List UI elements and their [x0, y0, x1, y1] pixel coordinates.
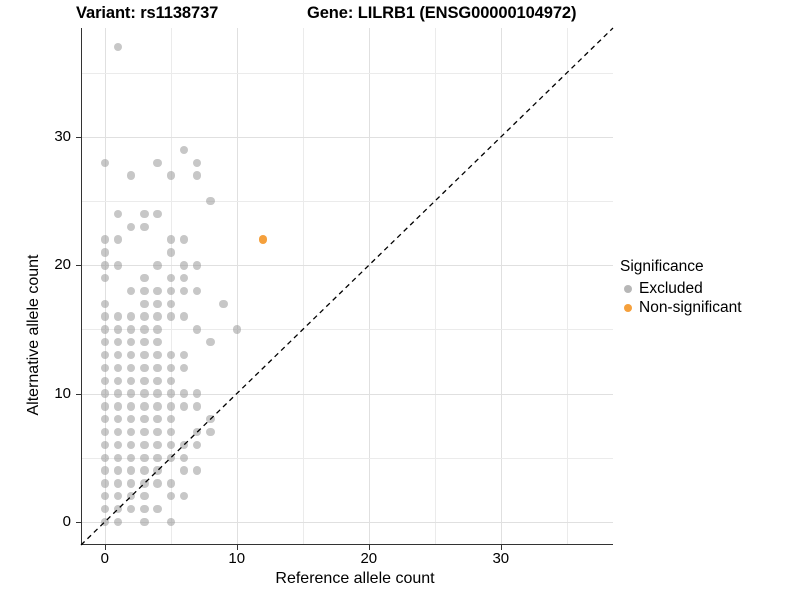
gridline-vertical [104, 28, 106, 545]
x-axis-tick [104, 545, 106, 550]
x-axis-title: Reference allele count [275, 570, 435, 587]
variant-title: Variant: rs1138737 [76, 4, 219, 22]
reference-line-abline [80, 27, 614, 546]
gridline-vertical [302, 28, 304, 545]
gridline-horizontal [81, 521, 613, 523]
plot-panel: 0 10 20 30 0 10 20 30 [54, 27, 614, 567]
y-axis-tick [76, 393, 81, 395]
legend-title: Significance [620, 258, 704, 275]
y-axis-title: Alternative allele count [25, 254, 42, 416]
axis-line-x [81, 544, 613, 545]
legend-key-icon [620, 298, 636, 317]
x-axis-tick [500, 545, 502, 550]
legend-items: Excluded Non-significant [620, 279, 795, 317]
gridline-vertical [170, 28, 172, 545]
gridline-horizontal [81, 201, 613, 203]
y-axis-tick-label: 20 [54, 256, 71, 274]
gridline-horizontal [81, 72, 613, 74]
x-axis-tick-label: 0 [100, 550, 109, 567]
gridline-horizontal [81, 329, 613, 331]
gridline-horizontal [81, 393, 613, 395]
x-axis-tick [236, 545, 238, 550]
y-axis-tick-label: 0 [62, 512, 71, 530]
legend-dot-icon [624, 284, 632, 293]
legend-item-label: Excluded [639, 279, 703, 297]
legend-dot-icon [624, 303, 632, 312]
axis-line-y [81, 28, 82, 545]
x-axis-tick-label: 20 [360, 550, 378, 567]
gridline-horizontal [81, 265, 613, 267]
chart-title-row: Variant: rs1138737 Gene: LILRB1 (ENSG000… [0, 0, 800, 30]
legend-item-excluded[interactable]: Excluded [620, 279, 795, 298]
gridline-horizontal [81, 457, 613, 459]
x-axis-tick-label: 30 [492, 550, 510, 567]
y-axis-tick [76, 521, 81, 523]
gene-title: Gene: LILRB1 (ENSG00000104972) [307, 4, 577, 22]
gridline-vertical [566, 28, 568, 545]
y-axis-tick [76, 265, 81, 267]
x-axis-tick-label: 10 [228, 550, 246, 567]
legend-key-icon [620, 279, 636, 298]
x-axis-tick [368, 545, 370, 550]
gridline-vertical [500, 28, 502, 545]
legend-item-non-significant[interactable]: Non-significant [620, 298, 795, 317]
gridline-vertical [434, 28, 436, 545]
y-axis-tick [76, 137, 81, 139]
legend: Significance Excluded Non-significant [620, 258, 795, 317]
gridline-vertical [236, 28, 238, 545]
gridline-horizontal [81, 137, 613, 139]
gridline-vertical [368, 28, 370, 545]
y-axis-tick-label: 10 [54, 384, 71, 402]
legend-item-label: Non-significant [639, 298, 742, 316]
y-axis-tick-label: 30 [54, 128, 71, 146]
